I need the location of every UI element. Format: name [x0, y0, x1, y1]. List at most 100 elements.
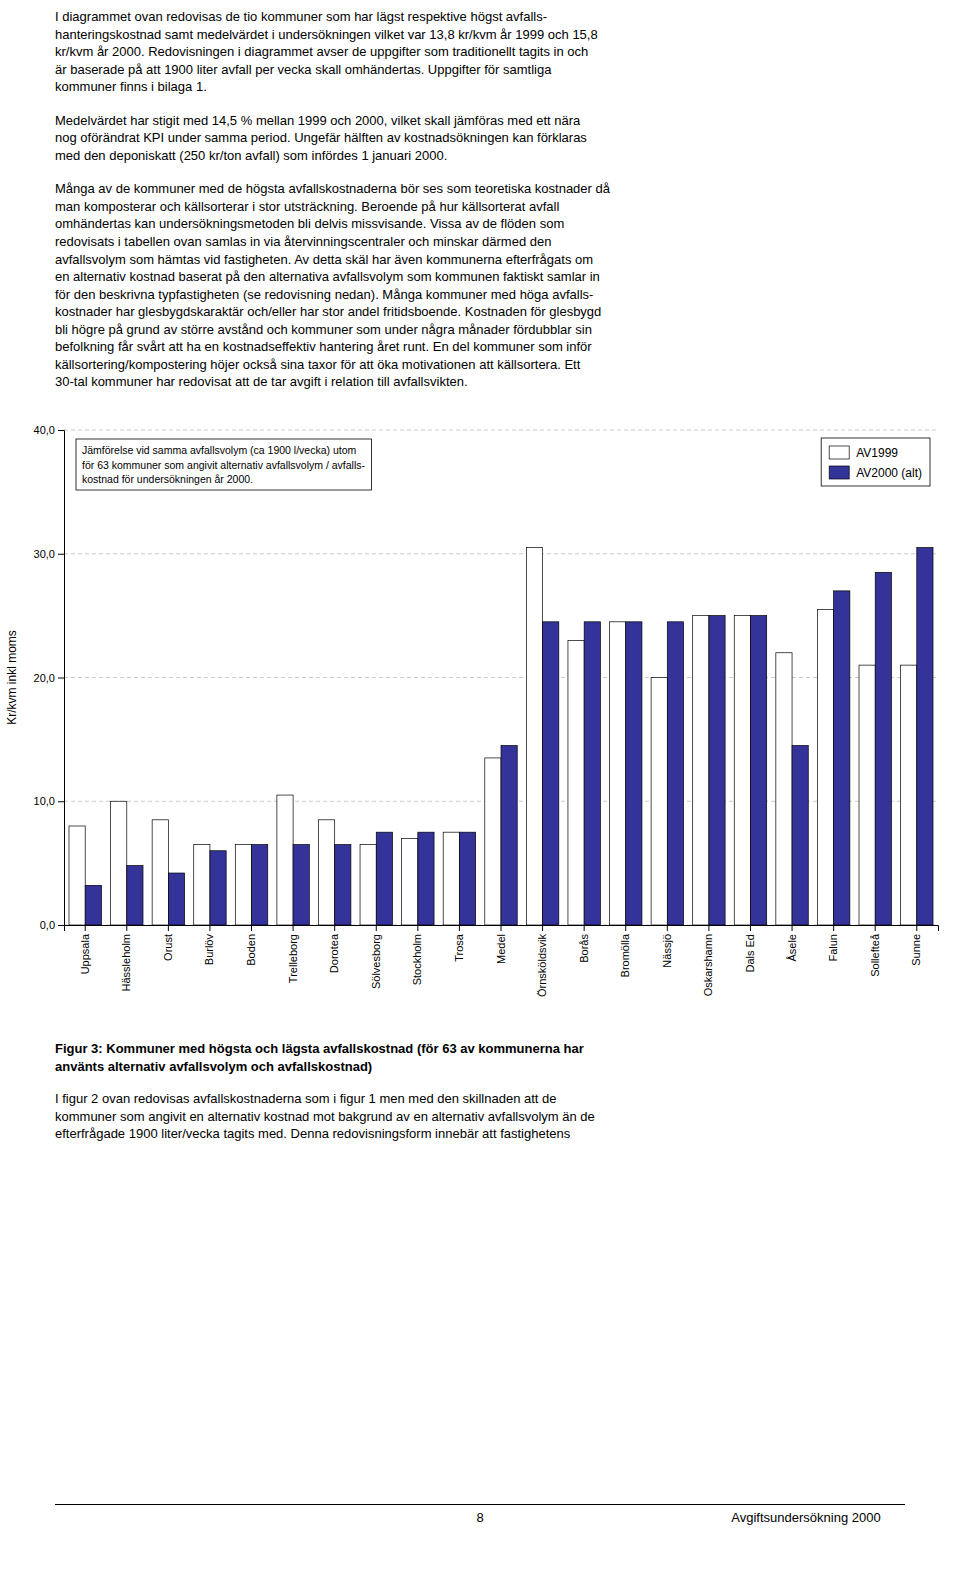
- x-tick: Medel: [495, 925, 507, 964]
- paragraph: Många av de kommuner med de högsta avfal…: [55, 180, 935, 391]
- bar: [277, 795, 293, 925]
- x-tick: Bromölla: [619, 925, 631, 977]
- y-axis-line: [58, 431, 65, 926]
- x-tick-mark: [667, 925, 668, 931]
- x-tick: Stockholm: [411, 925, 423, 985]
- y-tick-label: 40,0: [34, 424, 55, 436]
- x-tick-label: Medel: [495, 934, 507, 964]
- grid-line: [64, 430, 938, 431]
- bar: [402, 838, 418, 925]
- bar: [111, 801, 127, 925]
- note-text: Jämförelse vid samma avfallsvolym (ca 19…: [82, 444, 366, 485]
- bar: [734, 616, 750, 925]
- footer-text: Avgiftsundersökning 2000: [706, 1510, 906, 1525]
- y-tick-label: 20,0: [34, 672, 55, 684]
- bar: [917, 548, 933, 925]
- x-tick: Falun: [827, 925, 839, 962]
- bar-series: [69, 548, 917, 925]
- x-tick-label: Bromölla: [619, 933, 631, 977]
- y-tick-mark: [58, 554, 64, 555]
- x-tick-label: Örnsköldsvik: [536, 934, 548, 997]
- bar: [901, 665, 917, 925]
- legend-item: AV1999: [829, 446, 898, 460]
- y-axis-title: Kr/kvm inkl moms: [5, 630, 19, 725]
- x-tick-mark: [501, 925, 502, 931]
- x-tick-label: Hässleholm: [120, 934, 132, 991]
- text-below: I figur 2 ovan redovisas avfallskostnade…: [55, 1090, 935, 1159]
- x-tick: Trosa: [453, 925, 465, 962]
- legend-box: [821, 438, 930, 486]
- x-tick: Burlöv: [203, 925, 215, 965]
- bar: [817, 609, 833, 925]
- x-tick: Örnsköldsvik: [536, 925, 548, 997]
- x-tick-label: Burlöv: [203, 934, 215, 966]
- x-tick-mark: [542, 925, 543, 931]
- y-tick-mark: [58, 678, 64, 679]
- x-tick-label: Sölvesborg: [370, 934, 382, 989]
- x-tick-mark: [376, 925, 377, 931]
- x-axis: UppsalaHässleholmOrustBurlövBodenTrelleb…: [65, 925, 939, 997]
- footer-rule: [55, 1504, 905, 1505]
- x-tick: Dals Ed: [744, 925, 756, 973]
- x-tick: Åsele: [786, 925, 798, 962]
- x-tick-mark: [792, 925, 793, 931]
- x-tick-label: Trosa: [453, 933, 465, 962]
- paragraph: I figur 2 ovan redovisas avfallskostnade…: [55, 1090, 935, 1143]
- x-tick: Hässleholm: [120, 925, 132, 991]
- plot-area: 0,010,020,030,040,0UppsalaHässleholmOrus…: [5, 424, 939, 997]
- x-tick-mark: [875, 925, 876, 931]
- bar: [459, 832, 475, 925]
- bar: [335, 845, 351, 925]
- x-axis-line: [65, 926, 939, 932]
- bar: [693, 616, 709, 925]
- y-tick: 0,0: [40, 919, 64, 931]
- text-above: I diagrammet ovan redovisas de tio kommu…: [55, 8, 935, 407]
- x-tick-mark: [916, 925, 917, 931]
- legend: AV1999AV2000 (alt): [821, 438, 930, 486]
- bar: [651, 678, 667, 926]
- y-tick-label: 0,0: [40, 919, 55, 931]
- legend-swatch: [829, 446, 849, 459]
- y-tick: 30,0: [34, 548, 64, 560]
- bar: [568, 640, 584, 925]
- x-tick-label: Uppsala: [79, 933, 91, 974]
- x-tick-label: Dorotea: [328, 933, 340, 973]
- bar: [626, 622, 642, 925]
- grid-line: [64, 553, 938, 554]
- legend-label: AV1999: [856, 446, 898, 460]
- grid-line: [64, 677, 938, 678]
- bar: [859, 665, 875, 925]
- bars: [69, 548, 933, 925]
- paragraph: I diagrammet ovan redovisas de tio kommu…: [55, 8, 935, 96]
- bar: [501, 746, 517, 925]
- y-tick: 10,0: [34, 795, 64, 807]
- bar: [875, 572, 891, 925]
- x-tick-mark: [833, 925, 834, 931]
- x-tick: Borås: [578, 925, 590, 963]
- y-tick-label: 10,0: [34, 795, 55, 807]
- bar: [750, 616, 766, 925]
- y-tick: 20,0: [34, 672, 64, 684]
- caption: Figur 3: Kommuner med högsta och lägsta …: [55, 1040, 935, 1075]
- bar: [194, 845, 210, 925]
- x-tick-mark: [251, 925, 252, 931]
- x-tick: Trelleborg: [287, 925, 299, 983]
- x-tick-label: Trelleborg: [287, 934, 299, 983]
- legend-swatch: [829, 466, 849, 479]
- bar: [485, 758, 501, 925]
- bar: [252, 845, 268, 925]
- x-tick-label: Falun: [827, 934, 839, 962]
- y-axis: 0,0 10,0 20,0 30,0 40,0: [34, 424, 65, 931]
- bar: [376, 832, 392, 925]
- x-tick: Nässjö: [661, 925, 673, 968]
- x-tick: Boden: [245, 925, 257, 966]
- y-tick: 40,0: [34, 424, 64, 436]
- bar: [360, 845, 376, 925]
- x-tick: Sunne: [910, 925, 922, 966]
- x-tick-label: Nässjö: [661, 934, 673, 968]
- bar: [152, 820, 168, 925]
- bar: [610, 622, 626, 925]
- x-tick-mark: [417, 925, 418, 931]
- chart-container: 0,010,020,030,040,0UppsalaHässleholmOrus…: [0, 420, 960, 1024]
- bar: [418, 832, 434, 925]
